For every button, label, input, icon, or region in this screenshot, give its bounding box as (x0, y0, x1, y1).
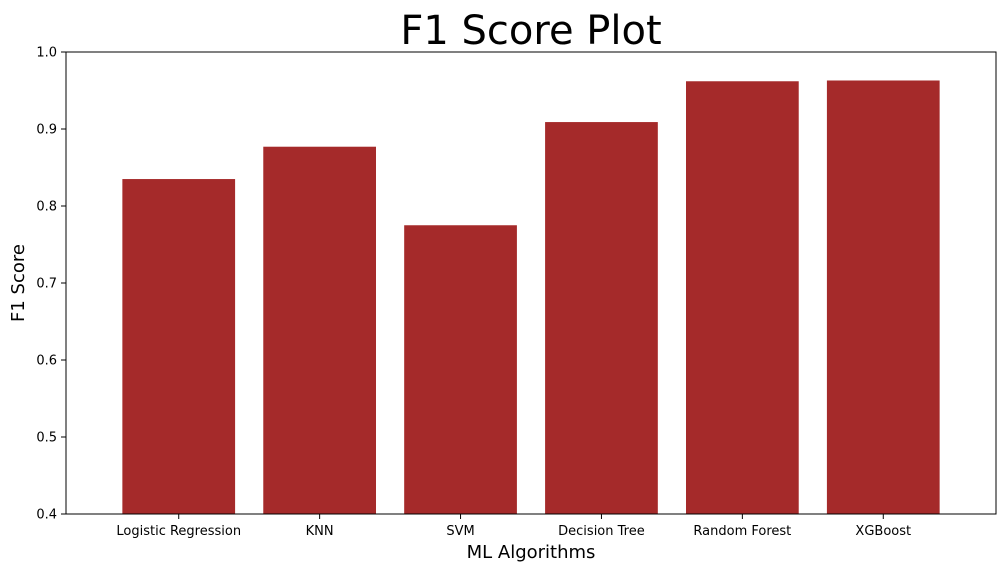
bars-layer (122, 80, 940, 515)
bar-decision-tree (545, 122, 658, 514)
bar-xgboost (826, 80, 940, 515)
bar-random-forest (686, 81, 799, 514)
chart-title: F1 Score Plot (400, 8, 661, 54)
y-tick-label: 0.5 (36, 431, 57, 446)
x-tick-label: SVM (446, 524, 474, 539)
x-axis-title: ML Algorithms (467, 542, 596, 563)
x-tick-label: XGBoost (855, 524, 911, 539)
y-tick-label: 1.0 (36, 46, 57, 61)
bar-svm (404, 225, 517, 514)
x-tick-label: KNN (306, 524, 334, 539)
y-axis: 0.4 0.5 0.6 0.7 0.8 0.9 1.0 (36, 46, 66, 523)
y-tick-label: 0.6 (36, 354, 57, 369)
y-tick-label: 0.9 (36, 123, 57, 138)
y-axis-title: F1 Score (8, 244, 29, 322)
y-tick-label: 0.4 (36, 508, 57, 523)
bar-logistic-regression (122, 179, 236, 515)
x-tick-label: Random Forest (693, 524, 791, 539)
x-axis: Logistic Regression KNN SVM Decision Tree Ra… (116, 514, 911, 539)
x-tick-label: Decision Tree (558, 524, 645, 539)
bar-knn (263, 146, 376, 514)
x-tick-label: Logistic Regression (116, 524, 241, 539)
y-tick-label: 0.7 (36, 277, 57, 292)
y-tick-label: 0.8 (36, 200, 57, 215)
